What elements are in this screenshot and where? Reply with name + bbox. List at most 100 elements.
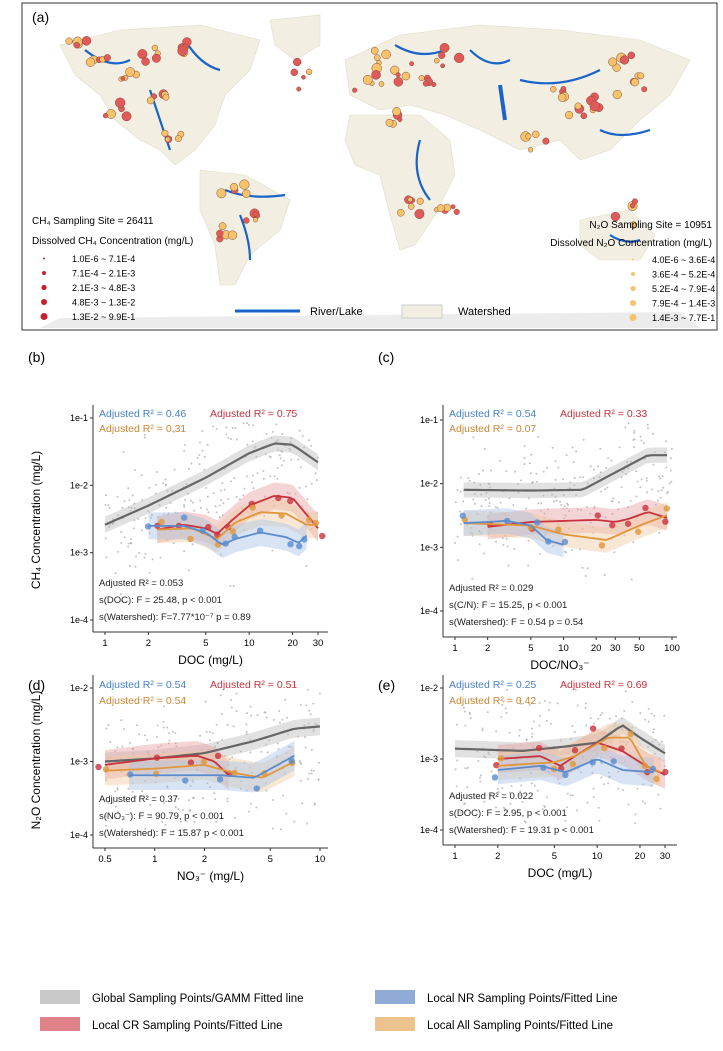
ch4-site-dot: [610, 211, 621, 222]
scatter-point: [569, 794, 572, 797]
scatter-point: [633, 438, 636, 441]
ch4-site-dot: [177, 45, 188, 57]
scatter-point: [477, 759, 480, 762]
scatter-point: [177, 807, 180, 810]
scatter-point: [174, 806, 177, 809]
scatter-point: [309, 713, 312, 716]
n2o-site-dot: [392, 107, 401, 116]
scatter-point: [504, 807, 507, 810]
ch4-site-dot: [438, 51, 446, 59]
scatter-point: [155, 470, 158, 473]
x-tick-label: 20: [635, 851, 646, 862]
scatter-point: [160, 744, 163, 747]
y-tick-label: 1e-4: [70, 830, 88, 840]
scatter-point: [654, 503, 657, 506]
scatter-point: [299, 703, 302, 706]
scatter-point: [133, 507, 136, 510]
scatter-point: [297, 458, 300, 461]
n2o-site-dot: [218, 222, 227, 231]
scatter-point: [109, 523, 112, 526]
scatter-point: [227, 498, 230, 501]
watershed-legend-swatch: [401, 304, 443, 319]
scatter-point: [216, 742, 219, 745]
r2-label-nr: Adjusted R² = 0.54: [449, 408, 536, 420]
scatter-point: [636, 480, 639, 483]
gamm-stat: Adjusted R² = 0.053: [99, 578, 183, 589]
scatter-point: [128, 565, 131, 568]
n2o-class-symbol: [629, 314, 637, 321]
y-tick-label: 1e-2: [420, 479, 438, 489]
scatter-point: [504, 707, 507, 710]
scatter-point: [456, 723, 459, 726]
scatter-point: [597, 806, 600, 809]
scatter-point: [591, 771, 594, 774]
scatter-point: [306, 688, 309, 691]
scatter-point: [131, 494, 134, 497]
scatter-point: [505, 711, 508, 714]
scatter-point: [529, 472, 532, 475]
scatter-point: [301, 802, 304, 805]
scatter-point: [653, 451, 656, 454]
scatter-point: [149, 814, 152, 817]
scatter-point: [464, 724, 467, 727]
gamm-stat: s(DOC): F = 2.95, p < 0.001: [449, 808, 567, 819]
scatter-point: [535, 472, 538, 475]
legend-swatch: [375, 990, 415, 1004]
scatter-point: [598, 819, 601, 822]
scatter-point: [166, 786, 169, 789]
n2o-site-dot: [305, 68, 313, 75]
scatter-point: [181, 829, 184, 832]
scatter-point: [121, 599, 124, 602]
scatter-point: [165, 539, 168, 542]
scatter-point: [203, 455, 206, 458]
scatter-point: [187, 468, 190, 471]
scatter-point: [556, 778, 559, 781]
n2o-site-dot: [373, 54, 381, 62]
scatter-point: [657, 490, 660, 493]
scatter-point: [480, 493, 483, 496]
n2o-class-label: 1.4E-3 ~ 7.7E-1: [652, 313, 715, 323]
n2o-site-dot: [216, 188, 227, 199]
scatter-point: [281, 432, 284, 435]
n2o-site-dot: [407, 203, 415, 210]
scatter-point: [121, 745, 124, 748]
map-panel: (a) CH₄ Sampling Site = 26411 Dissolved …: [21, 2, 718, 331]
n2o-site-dot: [151, 44, 159, 52]
scatter-point: [498, 459, 501, 462]
scatter-point: [303, 724, 306, 727]
panel-label: (d): [28, 677, 45, 693]
scatter-point: [614, 722, 617, 725]
n2o-site-dot: [396, 208, 405, 217]
n2o-site-dot: [161, 129, 169, 137]
n2o-site-dot: [612, 89, 622, 100]
scatter-point: [230, 480, 233, 483]
legend-item: Local CR Sampling Points/Fitted Line: [40, 1017, 283, 1032]
scatter-point: [658, 531, 661, 534]
scatter-point: [155, 736, 158, 739]
n2o-site-dot: [550, 86, 557, 93]
scatter-point: [597, 717, 600, 720]
scatter-point: [555, 499, 558, 502]
chart-panel-d: (d) 1e-4 1e-3 1e-2 0.5 1 2 5 10 NO₃⁻ (mg/L) N₂O Co…: [28, 675, 328, 883]
scatter-point: [487, 497, 490, 500]
scatter-point: [654, 738, 657, 741]
scatter-point: [169, 501, 172, 504]
scatter-point: [571, 446, 574, 449]
scatter-point: [192, 780, 195, 783]
scatter-point: [633, 429, 636, 432]
scatter-point: [156, 762, 159, 765]
local-point: [555, 526, 562, 533]
scatter-point: [306, 498, 309, 501]
fitted-line-global: [104, 442, 319, 526]
scatter-point: [310, 444, 313, 447]
scatter-point: [279, 457, 282, 460]
scatter-point: [166, 490, 169, 493]
ch4-class-label: 1.3E-2 ~ 9.9E-1: [72, 312, 135, 322]
scatter-point: [630, 578, 633, 581]
scatter-point: [633, 431, 636, 434]
scatter-point: [131, 790, 134, 793]
scatter-point: [501, 537, 504, 540]
scatter-point: [215, 511, 218, 514]
scatter-point: [293, 820, 296, 823]
scatter-point: [105, 815, 108, 818]
